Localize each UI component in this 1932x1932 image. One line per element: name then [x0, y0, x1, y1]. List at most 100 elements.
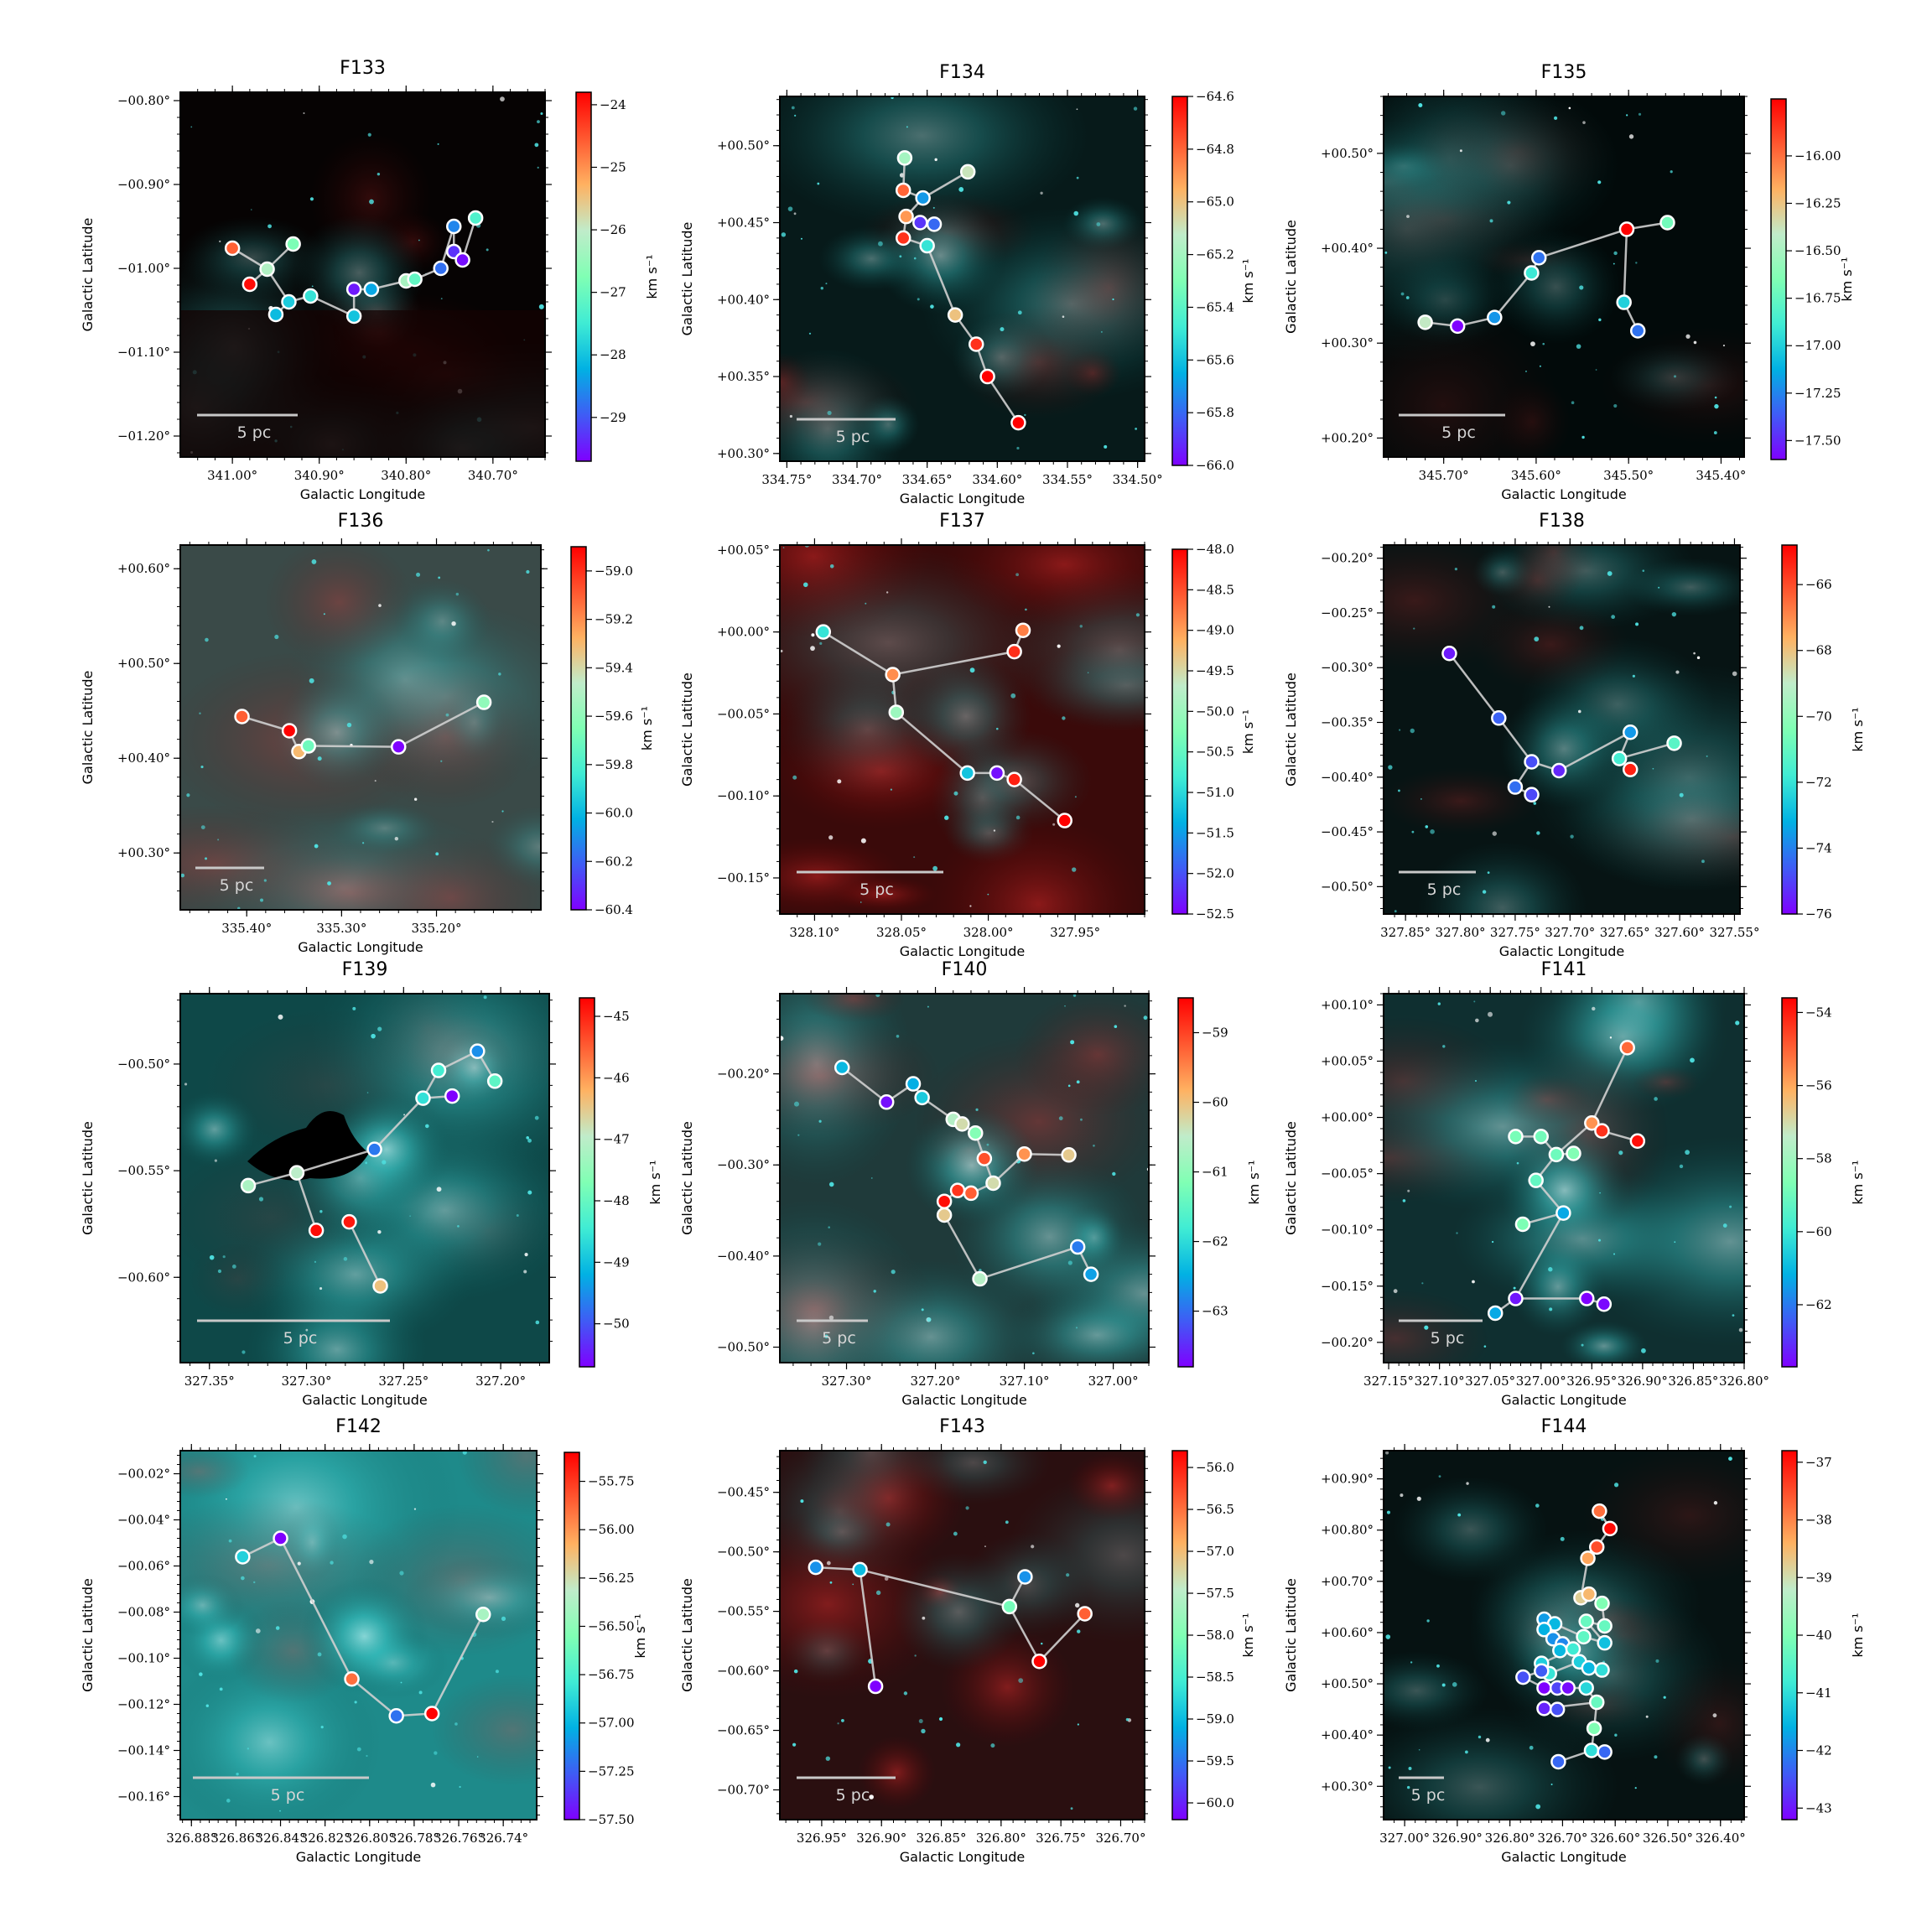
source-point — [475, 1607, 491, 1623]
source-point — [919, 237, 935, 254]
source-point — [1629, 1133, 1646, 1149]
skeleton-edge — [1493, 272, 1533, 319]
colorbar-tick-label: −70 — [1805, 709, 1832, 724]
colorbar — [1171, 548, 1188, 915]
source-point — [1619, 1040, 1635, 1056]
source-point — [388, 1708, 404, 1724]
skeleton-edge — [1558, 731, 1631, 772]
panel-title: F135 — [1541, 62, 1587, 83]
scalebar-label: 5 pc — [283, 1329, 318, 1348]
colorbar-label: km s⁻¹ — [647, 1160, 663, 1204]
colorbar-tick-label: −65.4 — [1196, 299, 1234, 314]
x-tick-label: 327.05° — [1465, 1374, 1515, 1389]
y-axis-label: Galactic Latitude — [1283, 1121, 1299, 1235]
colorbar-tick-label: −50 — [603, 1317, 630, 1332]
source-point — [1515, 1669, 1531, 1685]
y-tick-label: −01.20° — [117, 428, 170, 444]
source-point — [972, 1270, 988, 1287]
x-tick-label: 326.84° — [256, 1831, 306, 1846]
source-point — [288, 1165, 305, 1181]
y-tick-label: +00.35° — [717, 369, 770, 384]
y-tick-label: −00.35° — [1321, 715, 1374, 730]
x-tick-label: 327.85° — [1380, 925, 1431, 940]
sky-image — [780, 1451, 1145, 1820]
y-tick-label: −00.70° — [717, 1783, 770, 1798]
colorbar-tick-label: −39 — [1805, 1570, 1832, 1585]
scalebar-label: 5 pc — [836, 428, 870, 446]
source-point — [224, 240, 241, 257]
x-tick-label: 327.25° — [378, 1374, 428, 1389]
colorbar-tick-label: −65.2 — [1196, 247, 1234, 262]
scalebar-label: 5 pc — [860, 880, 894, 899]
skeleton-edge — [979, 1245, 1078, 1280]
source-point — [1611, 750, 1628, 766]
source-point — [954, 1116, 970, 1132]
x-axis-label: Galactic Longitude — [1501, 1849, 1626, 1865]
colorbar-tick-label: −52.5 — [1196, 906, 1234, 922]
source-point — [1549, 1701, 1566, 1717]
source-point — [1449, 318, 1466, 335]
y-tick-label: −00.50° — [117, 1057, 170, 1072]
colorbar-tick-label: −72 — [1805, 775, 1832, 790]
x-tick-label: 327.10° — [1000, 1374, 1050, 1389]
skeleton-edge — [309, 294, 355, 318]
skeleton-edge — [373, 1097, 424, 1150]
x-tick-label: 328.10° — [789, 925, 839, 940]
panel-title: F139 — [342, 959, 388, 980]
colorbar-tick-label: −49.5 — [1196, 663, 1234, 678]
source-point — [1524, 754, 1540, 770]
colorbar-tick-label: −40 — [1805, 1628, 1832, 1643]
colorbar — [1171, 96, 1188, 466]
colorbar-tick-label: −56.5 — [1196, 1502, 1234, 1517]
x-tick-label: 334.65° — [902, 472, 953, 487]
x-tick-label: 326.78° — [389, 1831, 439, 1846]
source-point — [1031, 1653, 1047, 1670]
sky-image — [180, 1451, 537, 1820]
y-tick-label: +00.00° — [717, 625, 770, 640]
scalebar-label: 5 pc — [836, 1786, 870, 1805]
colorbar-label: km s⁻¹ — [1839, 257, 1855, 301]
panel-title: F138 — [1539, 511, 1585, 532]
source-point — [415, 1090, 431, 1106]
y-axis-label: Galactic Latitude — [679, 673, 695, 787]
y-tick-label: +00.50° — [117, 656, 170, 671]
x-tick-label: 327.55° — [1709, 925, 1759, 940]
y-tick-label: +00.45° — [717, 216, 770, 231]
source-point — [1508, 1129, 1524, 1145]
y-tick-label: +00.30° — [117, 845, 170, 860]
y-tick-label: −00.45° — [1321, 824, 1374, 839]
colorbar-tick-label: −48.5 — [1196, 582, 1234, 597]
source-point — [1594, 1123, 1610, 1139]
source-point — [444, 1088, 460, 1104]
source-point — [423, 1706, 440, 1722]
source-point — [1586, 1720, 1602, 1737]
colorbar-tick-label: −16.50 — [1794, 243, 1841, 258]
skeleton-edge — [242, 715, 290, 732]
source-point — [240, 1177, 257, 1194]
colorbar-tick-label: −28 — [600, 347, 626, 362]
axes-frame — [1383, 96, 1745, 458]
scalebar-label: 5 pc — [1411, 1786, 1446, 1805]
colorbar-tick-label: −65.6 — [1196, 352, 1234, 367]
x-tick-label: 340.80° — [381, 468, 431, 483]
y-tick-label: −00.45° — [717, 1485, 770, 1500]
source-point — [1530, 250, 1547, 266]
x-axis-label: Galactic Longitude — [302, 1392, 427, 1408]
source-point — [815, 624, 832, 640]
x-tick-label: 326.88° — [166, 1831, 216, 1846]
y-tick-label: +00.00° — [1321, 1110, 1374, 1125]
skeleton-edges — [815, 1566, 1086, 1687]
source-point — [1578, 1613, 1594, 1629]
panel-f138: 5 pc F138 327.85° 327.80° 327.75° 327.70° 327.… — [1283, 511, 1866, 959]
source-point — [446, 218, 462, 235]
colorbar-tick-label: −16.25 — [1794, 195, 1841, 210]
skeleton-edge — [397, 701, 485, 748]
source-point — [898, 208, 914, 225]
skeleton-edge — [308, 745, 399, 748]
y-tick-label: −00.40° — [717, 1249, 770, 1264]
x-tick-label: 327.35° — [184, 1374, 235, 1389]
y-axis-label: Galactic Latitude — [679, 1578, 695, 1692]
source-point — [1061, 1147, 1077, 1163]
